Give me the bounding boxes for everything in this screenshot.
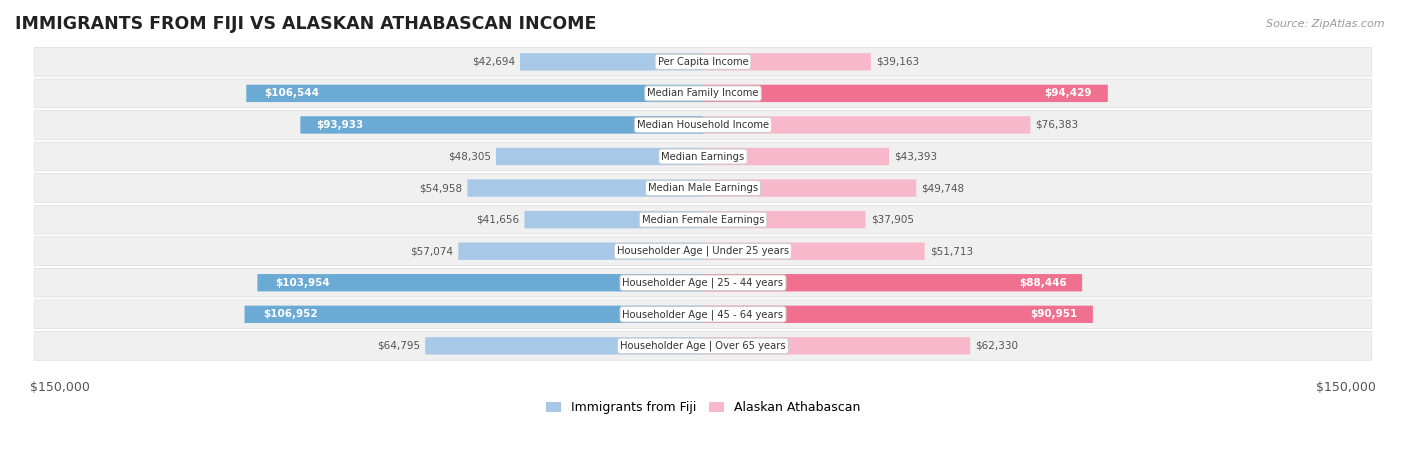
FancyBboxPatch shape: [703, 274, 1083, 291]
FancyBboxPatch shape: [703, 116, 1031, 134]
Text: $51,713: $51,713: [929, 246, 973, 256]
FancyBboxPatch shape: [524, 211, 703, 228]
Text: $103,954: $103,954: [276, 278, 330, 288]
Legend: Immigrants from Fiji, Alaskan Athabascan: Immigrants from Fiji, Alaskan Athabascan: [541, 396, 865, 419]
FancyBboxPatch shape: [34, 79, 1372, 108]
Text: $64,795: $64,795: [377, 341, 420, 351]
FancyBboxPatch shape: [496, 148, 703, 165]
FancyBboxPatch shape: [458, 242, 703, 260]
Text: $43,393: $43,393: [894, 151, 938, 162]
FancyBboxPatch shape: [703, 179, 917, 197]
Text: $88,446: $88,446: [1019, 278, 1067, 288]
FancyBboxPatch shape: [34, 300, 1372, 329]
FancyBboxPatch shape: [301, 116, 703, 134]
FancyBboxPatch shape: [34, 332, 1372, 360]
Text: $90,951: $90,951: [1031, 309, 1077, 319]
Text: $49,748: $49,748: [921, 183, 965, 193]
FancyBboxPatch shape: [703, 211, 866, 228]
Text: $39,163: $39,163: [876, 57, 920, 67]
Text: $54,958: $54,958: [419, 183, 463, 193]
Text: Median Male Earnings: Median Male Earnings: [648, 183, 758, 193]
FancyBboxPatch shape: [34, 237, 1372, 266]
Text: Median Household Income: Median Household Income: [637, 120, 769, 130]
Text: $93,933: $93,933: [316, 120, 364, 130]
Text: Per Capita Income: Per Capita Income: [658, 57, 748, 67]
Text: $48,305: $48,305: [447, 151, 491, 162]
Text: $94,429: $94,429: [1045, 88, 1091, 99]
Text: Householder Age | Over 65 years: Householder Age | Over 65 years: [620, 340, 786, 351]
Text: Median Earnings: Median Earnings: [661, 151, 745, 162]
Text: Median Family Income: Median Family Income: [647, 88, 759, 99]
FancyBboxPatch shape: [467, 179, 703, 197]
Text: Median Female Earnings: Median Female Earnings: [641, 215, 765, 225]
FancyBboxPatch shape: [703, 337, 970, 354]
Text: Source: ZipAtlas.com: Source: ZipAtlas.com: [1267, 19, 1385, 28]
FancyBboxPatch shape: [703, 305, 1092, 323]
FancyBboxPatch shape: [703, 148, 889, 165]
FancyBboxPatch shape: [520, 53, 703, 71]
Text: $57,074: $57,074: [411, 246, 453, 256]
FancyBboxPatch shape: [257, 274, 703, 291]
Text: Householder Age | 25 - 44 years: Householder Age | 25 - 44 years: [623, 277, 783, 288]
Text: Householder Age | 45 - 64 years: Householder Age | 45 - 64 years: [623, 309, 783, 319]
Text: IMMIGRANTS FROM FIJI VS ALASKAN ATHABASCAN INCOME: IMMIGRANTS FROM FIJI VS ALASKAN ATHABASC…: [15, 15, 596, 33]
Text: $62,330: $62,330: [976, 341, 1018, 351]
Text: $106,952: $106,952: [263, 309, 318, 319]
Text: $76,383: $76,383: [1036, 120, 1078, 130]
FancyBboxPatch shape: [34, 174, 1372, 202]
FancyBboxPatch shape: [34, 48, 1372, 76]
FancyBboxPatch shape: [34, 142, 1372, 171]
FancyBboxPatch shape: [34, 205, 1372, 234]
Text: $37,905: $37,905: [870, 215, 914, 225]
FancyBboxPatch shape: [34, 111, 1372, 139]
Text: Householder Age | Under 25 years: Householder Age | Under 25 years: [617, 246, 789, 256]
FancyBboxPatch shape: [703, 53, 870, 71]
FancyBboxPatch shape: [34, 269, 1372, 297]
Text: $106,544: $106,544: [264, 88, 319, 99]
FancyBboxPatch shape: [425, 337, 703, 354]
FancyBboxPatch shape: [703, 242, 925, 260]
FancyBboxPatch shape: [245, 305, 703, 323]
Text: $42,694: $42,694: [472, 57, 515, 67]
FancyBboxPatch shape: [246, 85, 703, 102]
FancyBboxPatch shape: [703, 85, 1108, 102]
Text: $41,656: $41,656: [477, 215, 519, 225]
